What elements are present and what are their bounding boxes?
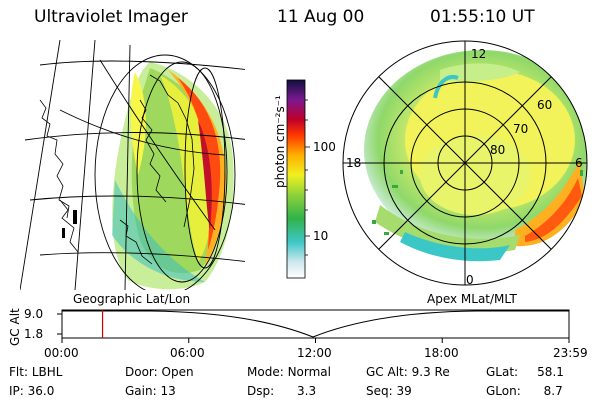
altitude-xtick-0600: 06:00 <box>170 346 205 360</box>
colorbar-tick-10: 10 <box>313 229 329 243</box>
gain-info: Gain: 13 <box>125 384 176 398</box>
altitude-xtick-0000: 00:00 <box>44 346 79 360</box>
mlt-label-6: 6 <box>575 156 583 170</box>
mlat-label-80: 80 <box>490 143 506 157</box>
ip-info: IP: 36.0 <box>9 384 55 398</box>
mode-info: Mode: Normal <box>247 365 331 379</box>
polar-panel <box>342 40 588 286</box>
altitude-xtick-1800: 18:00 <box>424 346 459 360</box>
mlt-label-18: 18 <box>346 156 362 170</box>
gc-alt-info: GC Alt: 9.3 Re <box>366 365 450 379</box>
colorbar-tick-100: 100 <box>313 140 336 154</box>
geographic-panel <box>20 40 245 290</box>
mlat-label-60: 60 <box>537 98 553 112</box>
right-panel-caption: Apex MLat/MLT <box>427 292 517 306</box>
colorbar-unit-label: photon cm⁻²s⁻¹ <box>273 95 287 188</box>
dsp-info: Dsp: 3.3 <box>247 384 317 398</box>
altitude-strip <box>57 309 570 343</box>
left-panel-caption: Geographic Lat/Lon <box>73 292 191 306</box>
mlt-label-0: 0 <box>466 273 474 287</box>
instrument-title: Ultraviolet Imager <box>34 7 188 27</box>
altitude-ylabel: GC Alt <box>8 308 22 346</box>
door-info: Door: Open <box>125 365 194 379</box>
mlt-label-12: 12 <box>471 47 487 61</box>
flt-info: Flt: LBHL <box>9 365 63 379</box>
colorbar <box>286 79 306 279</box>
altitude-ytick-1-8: 1.8 <box>24 327 44 341</box>
altitude-xtick-2359: 23:59 <box>553 346 588 360</box>
mlat-label-70: 70 <box>513 122 529 136</box>
time-label: 01:55:10 UT <box>430 7 535 27</box>
altitude-xtick-1200: 12:00 <box>297 346 332 360</box>
date-label: 11 Aug 00 <box>277 7 365 27</box>
glon-info: GLon: 8.7 <box>486 384 563 398</box>
seq-info: Seq: 39 <box>366 384 412 398</box>
altitude-ytick-9: 9.0 <box>24 307 44 321</box>
glat-info: GLat: 58.1 <box>486 365 564 379</box>
